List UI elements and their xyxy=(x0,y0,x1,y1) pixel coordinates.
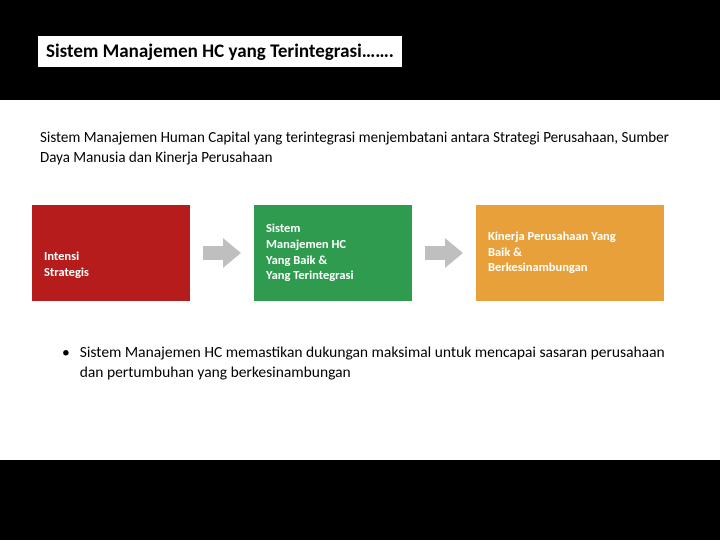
content-panel: Sistem Manajemen Human Capital yang teri… xyxy=(0,100,720,460)
bullet-text: Sistem Manajemen HC memastikan dukungan … xyxy=(80,343,680,385)
arrow-2 xyxy=(412,238,476,268)
flow-box-kinerja: Kinerja Perusahaan YangBaik &Berkesinamb… xyxy=(476,205,664,301)
flow-box-intensi: IntensiStrategis xyxy=(32,205,190,301)
bullet-item: • Sistem Manajemen HC memastikan dukunga… xyxy=(40,343,680,385)
intro-paragraph: Sistem Manajemen Human Capital yang teri… xyxy=(40,128,680,169)
slide-title: Sistem Manajemen HC yang Terintegrasi……. xyxy=(38,36,402,67)
arrow-1 xyxy=(190,238,254,268)
bullet-dot-icon: • xyxy=(62,343,70,385)
flow-box-sistem: SistemManajemen HCYang Baik &Yang Terint… xyxy=(254,205,412,301)
arrow-right-icon xyxy=(203,238,241,268)
flow-diagram: IntensiStrategis SistemManajemen HCYang … xyxy=(32,205,680,301)
arrow-right-icon xyxy=(425,238,463,268)
